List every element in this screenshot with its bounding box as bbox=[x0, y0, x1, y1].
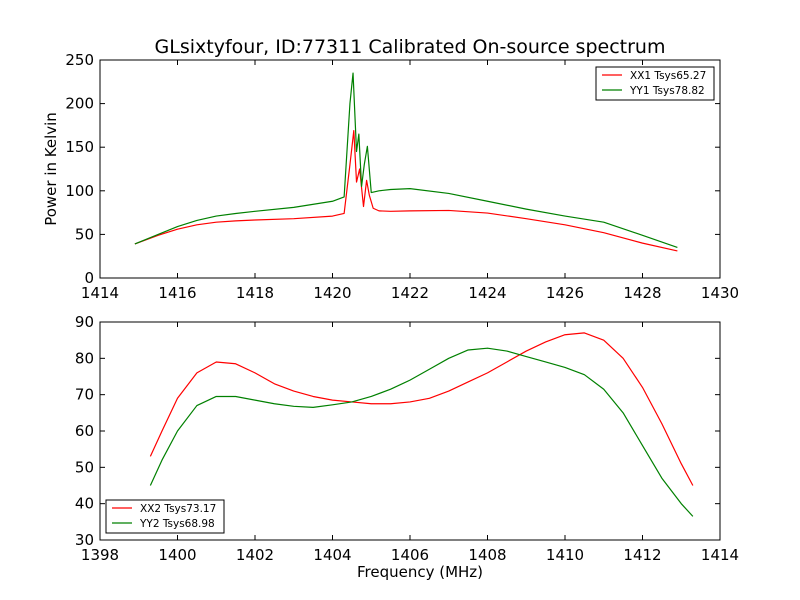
top-x-tick-label: 1414 bbox=[81, 284, 119, 302]
bottom-panel: 1398 1400 1402 1404 1406 1408 1410 1412 1414 30 40… bbox=[75, 313, 739, 581]
bottom-x-tick-label: 1412 bbox=[623, 546, 661, 564]
top-legend-box bbox=[595, 66, 715, 101]
top-series-line-1 bbox=[134, 130, 678, 252]
figure-title: GLsixtyfour, ID:77311 Calibrated On-sour… bbox=[155, 36, 666, 58]
top-y-tick-label: 200 bbox=[65, 95, 94, 113]
bottom-x-tick-label: 1398 bbox=[81, 546, 119, 564]
top-x-tick-label: 1422 bbox=[391, 284, 429, 302]
bottom-x-axis-label: Frequency (MHz) bbox=[357, 563, 483, 581]
bottom-x-tick-label: 1400 bbox=[158, 546, 196, 564]
top-panel: 1414 1416 1418 1420 1422 1424 1426 1428 1430 0 50 1… bbox=[42, 51, 739, 302]
top-y-tick-label: 250 bbox=[65, 51, 94, 69]
bottom-x-tick-label: 1408 bbox=[468, 546, 506, 564]
top-legend-label-1: XX1 Tsys65.27 bbox=[630, 70, 706, 82]
bottom-legend-box bbox=[105, 499, 225, 534]
top-legend: XX1 Tsys65.27 YY1 Tsys78.82 bbox=[595, 66, 715, 101]
bottom-y-tick-label: 50 bbox=[75, 458, 94, 476]
top-y-tick-label: 150 bbox=[65, 138, 94, 156]
top-x-tick-label: 1428 bbox=[623, 284, 661, 302]
top-y-tick-label: 50 bbox=[75, 225, 94, 243]
top-series-group bbox=[134, 72, 678, 252]
bottom-x-tick-label: 1406 bbox=[391, 546, 429, 564]
bottom-x-tick-label: 1404 bbox=[313, 546, 351, 564]
bottom-legend: XX2 Tsys73.17 YY2 Tsys68.98 bbox=[105, 499, 225, 534]
top-legend-label-2: YY1 Tsys78.82 bbox=[629, 85, 705, 97]
bottom-legend-label-2: YY2 Tsys68.98 bbox=[139, 518, 215, 530]
bottom-y-tick-label: 80 bbox=[75, 349, 94, 367]
top-x-tick-label: 1430 bbox=[701, 284, 739, 302]
top-x-tick-label: 1416 bbox=[158, 284, 196, 302]
bottom-y-tick-label: 40 bbox=[75, 495, 94, 513]
bottom-y-tick-label: 30 bbox=[75, 531, 94, 549]
bottom-x-tick-label: 1402 bbox=[236, 546, 274, 564]
top-x-tick-label: 1426 bbox=[546, 284, 584, 302]
bottom-series-line-1 bbox=[149, 332, 694, 486]
bottom-x-tick-label: 1414 bbox=[701, 546, 739, 564]
top-y-tick-label: 0 bbox=[84, 269, 94, 287]
bottom-series-line-2 bbox=[149, 347, 694, 517]
top-x-tick-label: 1420 bbox=[313, 284, 351, 302]
bottom-x-tick-label: 1410 bbox=[546, 546, 584, 564]
bottom-legend-label-1: XX2 Tsys73.17 bbox=[140, 503, 216, 515]
bottom-y-tick-label: 70 bbox=[75, 386, 94, 404]
top-x-tick-label: 1418 bbox=[236, 284, 274, 302]
top-y-tick-label: 100 bbox=[65, 182, 94, 200]
bottom-series-group bbox=[149, 332, 694, 517]
bottom-y-tick-label: 90 bbox=[75, 313, 94, 331]
top-y-axis-label: Power in Kelvin bbox=[42, 112, 60, 226]
top-series-line-2 bbox=[134, 72, 678, 249]
bottom-y-tick-label: 60 bbox=[75, 422, 94, 440]
top-x-tick-label: 1424 bbox=[468, 284, 506, 302]
